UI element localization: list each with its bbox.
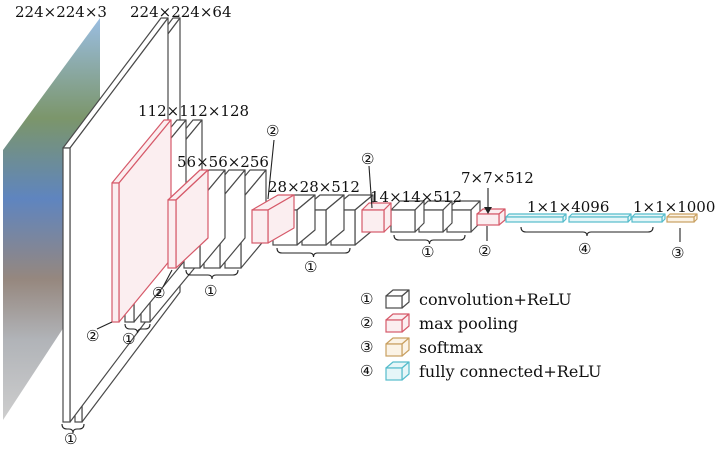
pool3-layer-front <box>251 209 269 244</box>
legend-fc-icon-front <box>385 367 403 381</box>
conv1-layer-front <box>62 147 71 423</box>
legend-label: convolution+ReLU <box>419 290 572 309</box>
dim-conv2: 112×112×128 <box>138 102 249 120</box>
marker-pool4: ② <box>361 150 374 168</box>
conv5-layer <box>446 200 481 233</box>
pool2-layer-front <box>167 199 177 269</box>
legend-label: max pooling <box>419 314 518 333</box>
pool5-arrow-head <box>484 207 492 214</box>
marker-pool5: ② <box>478 242 491 260</box>
fc-layer-front <box>568 216 629 223</box>
pool5-layer-front <box>476 213 500 226</box>
marker-softmax: ③ <box>671 244 684 262</box>
legend-label: fully connected+ReLU <box>419 362 602 381</box>
legend-pool-icon <box>385 313 410 333</box>
legend-marker: ② <box>360 314 373 332</box>
pool5-layer <box>476 208 506 226</box>
dim-conv1: 224×224×64 <box>130 3 231 21</box>
legend-conv-icon-front <box>385 295 403 309</box>
dim-conv3: 56×56×256 <box>177 153 269 171</box>
conv2-brace <box>124 323 151 334</box>
legend-conv-icon <box>385 289 410 309</box>
dim-conv5: 14×14×512 <box>370 188 462 206</box>
marker-pool2: ② <box>152 284 165 302</box>
legend-marker: ④ <box>360 362 373 380</box>
pool3-layer <box>251 194 295 244</box>
legend-fc-icon <box>385 361 410 381</box>
legend-marker: ③ <box>360 338 373 356</box>
conv5-layer-front <box>390 209 416 233</box>
pool4-layer-front <box>361 209 385 233</box>
fc-layer <box>568 213 632 223</box>
marker-fc: ④ <box>578 240 591 258</box>
pool3-leader <box>267 139 275 200</box>
marker-conv1: ① <box>64 430 77 448</box>
annotations-group <box>61 139 681 434</box>
fc-brace <box>520 226 654 237</box>
pool2-leader <box>162 269 173 288</box>
dim-input: 224×224×3 <box>15 3 107 21</box>
marker-conv2: ① <box>122 330 135 348</box>
legend-softmax-icon <box>385 337 410 357</box>
dim-pool5: 7×7×512 <box>461 169 534 187</box>
legend-label: softmax <box>419 338 483 357</box>
conv1-brace <box>61 423 85 434</box>
legend-softmax-icon-front <box>385 343 403 357</box>
fc-layer <box>505 213 567 223</box>
dim-fc: 1×1×4096 <box>527 198 609 216</box>
dim-softmax: 1×1×1000 <box>633 198 715 216</box>
legend: ① convolution+ReLU ② max pooling ③ softm… <box>360 290 602 381</box>
layers-group <box>3 17 698 423</box>
conv3-brace <box>185 269 239 280</box>
marker-conv3: ① <box>204 282 217 300</box>
pool1-layer-front <box>111 182 120 323</box>
pool1-leader <box>96 321 113 330</box>
marker-conv5: ① <box>421 243 434 261</box>
pool4-layer <box>361 202 392 233</box>
softmax-layer <box>666 213 698 223</box>
legend-marker: ① <box>360 290 373 308</box>
conv5-brace <box>393 234 466 245</box>
softmax-layer-front <box>666 216 695 223</box>
conv5-layer <box>390 200 425 233</box>
marker-pool1: ② <box>86 327 99 345</box>
fc-layer <box>631 213 666 223</box>
input-image <box>3 18 100 420</box>
legend-pool-icon-front <box>385 319 403 333</box>
fc-layer-front <box>631 216 663 223</box>
dim-conv4: 28×28×512 <box>268 178 360 196</box>
fc-layer-front <box>505 216 564 223</box>
conv5-layer <box>418 200 453 233</box>
pool4-leader <box>368 165 373 209</box>
pool1-layer <box>111 119 172 323</box>
marker-conv4: ① <box>304 258 317 276</box>
pool2-layer <box>167 169 209 269</box>
marker-pool3: ② <box>266 122 279 140</box>
conv4-brace <box>276 247 351 258</box>
